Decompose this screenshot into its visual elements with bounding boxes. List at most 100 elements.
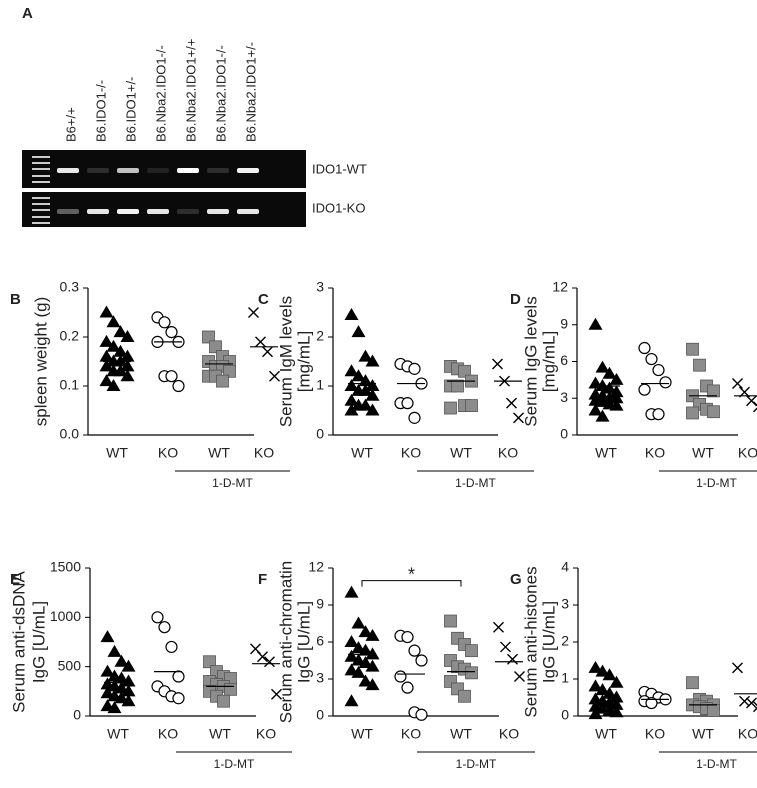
y-tick-label: 6 <box>316 633 324 649</box>
point <box>365 647 380 660</box>
gel-band <box>237 168 259 173</box>
y-axis-title: Serum anti-chromatin <box>276 561 295 724</box>
point <box>652 408 665 421</box>
gel-band <box>147 168 169 173</box>
point <box>401 630 414 644</box>
point <box>746 697 757 709</box>
y-tick-label: 2 <box>316 328 324 344</box>
point <box>492 358 503 370</box>
point <box>686 406 699 420</box>
point <box>638 383 651 396</box>
point <box>344 585 359 598</box>
point <box>588 660 603 673</box>
panel-label: C <box>258 291 269 308</box>
x-tick-label: KO <box>498 445 518 461</box>
lane-label: B6.Nba2.IDO1+/+ <box>183 39 198 142</box>
gel-band <box>117 209 139 214</box>
point <box>500 641 511 653</box>
point <box>255 336 266 348</box>
ladder-band <box>32 203 50 205</box>
y-tick-label: 6 <box>560 352 568 368</box>
ladder-band <box>32 197 50 199</box>
point <box>595 683 610 696</box>
point <box>121 684 136 697</box>
point <box>732 662 743 674</box>
ladder-band <box>32 181 50 183</box>
point <box>113 344 128 357</box>
y-tick-label: 9 <box>316 596 324 612</box>
y-tick-label: 9 <box>560 315 568 331</box>
point <box>262 346 273 358</box>
x-tick-label: WT <box>450 726 472 742</box>
point <box>216 374 229 388</box>
lane-label: B6.Nba2.IDO1+/- <box>243 42 258 142</box>
x-tick-label: KO <box>738 726 757 742</box>
point <box>151 611 164 624</box>
point <box>351 325 366 338</box>
point <box>609 705 624 718</box>
point <box>172 692 185 705</box>
point <box>645 352 658 366</box>
point <box>269 370 280 382</box>
x-tick-label: KO <box>645 726 665 742</box>
lane-label: B6.Nba2.IDO1-/- <box>153 45 168 142</box>
point <box>365 388 380 401</box>
x-tick-label: WT <box>595 726 617 742</box>
point <box>732 378 743 390</box>
point <box>165 640 178 654</box>
y-tick-label: 0 <box>561 707 569 723</box>
point <box>588 317 603 330</box>
gel-band <box>237 209 259 214</box>
lane-label: B6.IDO1-/- <box>93 80 108 142</box>
point <box>217 694 230 708</box>
point <box>358 625 373 638</box>
point <box>408 362 421 375</box>
x-tick-label: WT <box>351 445 373 461</box>
x-tick-label: WT <box>107 726 129 742</box>
lane-label: B6+/+ <box>63 107 78 142</box>
gel-band <box>177 209 199 214</box>
gel-band <box>87 168 109 173</box>
x-tick-label: WT <box>595 445 617 461</box>
gel-band <box>147 209 169 214</box>
point <box>106 379 121 391</box>
point <box>686 676 699 690</box>
band-label: IDO1-KO <box>312 200 365 215</box>
point <box>588 679 603 692</box>
point <box>99 305 114 318</box>
point <box>693 358 706 372</box>
point <box>99 349 114 362</box>
point <box>351 369 366 382</box>
point <box>645 696 658 710</box>
y-axis-title: IgG [U/mL] <box>29 601 48 683</box>
point <box>458 689 471 703</box>
point <box>100 630 115 643</box>
band-label: IDO1-WT <box>312 161 367 176</box>
point <box>224 682 237 696</box>
x-tick-label: KO <box>645 445 665 461</box>
point <box>344 694 359 707</box>
point <box>358 674 373 687</box>
point <box>686 342 699 356</box>
x-tick-label: KO <box>158 726 178 742</box>
point <box>344 307 359 320</box>
y-tick-label: 3 <box>561 596 569 612</box>
panel-label: D <box>510 291 521 308</box>
point <box>444 401 457 415</box>
gel-band <box>57 209 79 214</box>
y-tick-label: 1500 <box>50 559 81 575</box>
x-tick-label: WT <box>351 726 373 742</box>
point <box>595 360 610 373</box>
point <box>602 668 617 681</box>
point <box>106 315 121 328</box>
point <box>415 654 428 667</box>
point <box>595 664 610 677</box>
point <box>365 678 380 691</box>
point <box>165 370 178 383</box>
point <box>99 334 114 347</box>
point <box>707 405 720 419</box>
point <box>602 686 617 699</box>
y-tick-label: 1 <box>561 670 569 686</box>
point <box>365 354 380 367</box>
